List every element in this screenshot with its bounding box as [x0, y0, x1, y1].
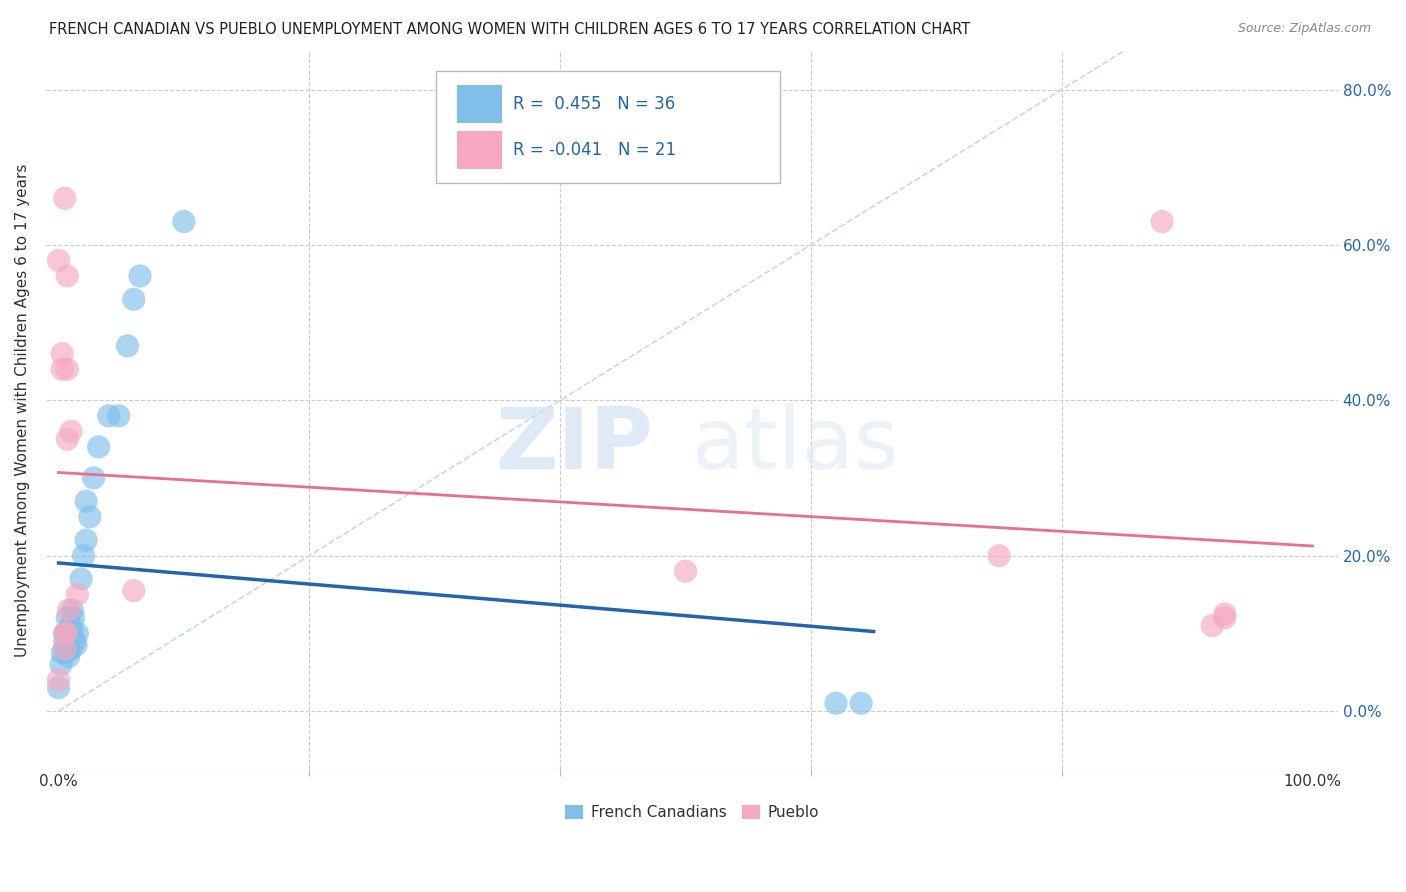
Point [122, 293, 145, 307]
Text: Source: ZipAtlas.com: Source: ZipAtlas.com [1237, 22, 1371, 36]
Text: ZIP: ZIP [495, 404, 652, 487]
Text: atlas: atlas [692, 404, 900, 487]
Text: FRENCH CANADIAN VS PUEBLO UNEMPLOYMENT AMONG WOMEN WITH CHILDREN AGES 6 TO 17 YE: FRENCH CANADIAN VS PUEBLO UNEMPLOYMENT A… [49, 22, 970, 37]
Point [48, 673, 70, 687]
Point [107, 409, 129, 423]
Point [1201, 618, 1223, 632]
Point [58, 649, 80, 664]
Point [53, 641, 76, 656]
Point [53, 626, 76, 640]
Point [51, 646, 73, 660]
Point [63, 634, 86, 648]
Legend: French Canadians, Pueblo: French Canadians, Pueblo [558, 799, 825, 826]
Point [825, 696, 848, 710]
Point [48, 681, 70, 695]
Point [58, 641, 80, 656]
Point [129, 268, 152, 283]
Point [97, 409, 120, 423]
Point [48, 253, 70, 268]
Point [53, 634, 76, 648]
Point [87, 440, 110, 454]
Point [60, 425, 83, 439]
Point [1213, 607, 1236, 621]
Point [55, 626, 77, 640]
Point [173, 214, 195, 228]
Point [72, 549, 94, 563]
Point [83, 471, 105, 485]
Point [59, 634, 82, 648]
Point [60, 626, 83, 640]
Point [988, 549, 1011, 563]
Point [66, 587, 89, 601]
Point [66, 626, 89, 640]
Point [53, 191, 76, 205]
Point [49, 657, 72, 672]
Text: R = -0.041   N = 21: R = -0.041 N = 21 [513, 141, 676, 159]
Text: R =  0.455   N = 36: R = 0.455 N = 36 [513, 95, 675, 113]
Point [675, 564, 697, 578]
Point [60, 603, 83, 617]
Point [60, 641, 83, 656]
Point [51, 346, 73, 360]
Point [1152, 214, 1174, 228]
Point [53, 626, 76, 640]
Point [56, 611, 79, 625]
Point [56, 626, 79, 640]
Y-axis label: Unemployment Among Women with Children Ages 6 to 17 years: Unemployment Among Women with Children A… [15, 163, 30, 657]
Point [53, 641, 76, 656]
Point [1213, 611, 1236, 625]
Point [58, 603, 80, 617]
Point [62, 611, 84, 625]
Point [70, 572, 93, 586]
Point [60, 634, 83, 648]
Point [65, 638, 87, 652]
Point [122, 583, 145, 598]
Point [56, 432, 79, 446]
Point [55, 646, 77, 660]
Point [56, 268, 79, 283]
Point [51, 362, 73, 376]
Point [60, 618, 83, 632]
Point [117, 339, 139, 353]
Point [849, 696, 872, 710]
Point [56, 362, 79, 376]
Point [75, 494, 97, 508]
Point [79, 509, 101, 524]
Point [75, 533, 97, 548]
